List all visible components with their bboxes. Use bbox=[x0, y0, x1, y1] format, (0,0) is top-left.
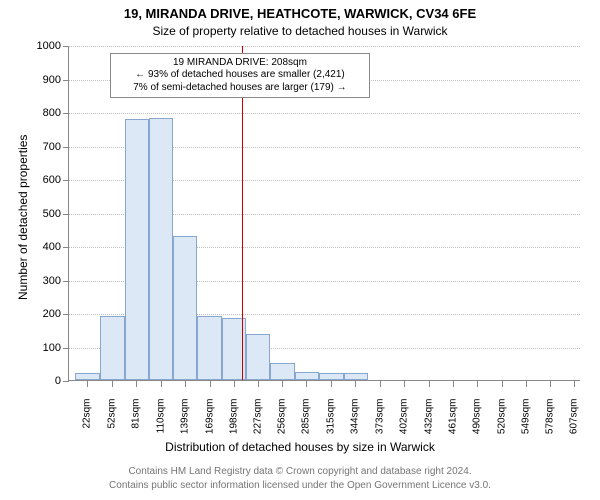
page-title: 19, MIRANDA DRIVE, HEATHCOTE, WARWICK, C… bbox=[0, 6, 600, 21]
footer-line-1: Contains HM Land Registry data © Crown c… bbox=[0, 466, 600, 477]
annotation-box: 19 MIRANDA DRIVE: 208sqm← 93% of detache… bbox=[110, 53, 370, 99]
x-tick bbox=[161, 381, 162, 387]
x-axis-caption: Distribution of detached houses by size … bbox=[0, 440, 600, 454]
gridline bbox=[69, 46, 580, 47]
annotation-line-2: ← 93% of detached houses are smaller (2,… bbox=[117, 69, 363, 82]
x-tick bbox=[234, 381, 235, 387]
y-tick bbox=[63, 247, 69, 248]
chart-plot-area: 0100200300400500600700800900100022sqm52s… bbox=[68, 46, 580, 381]
histogram-bar bbox=[173, 236, 197, 380]
y-tick bbox=[63, 381, 69, 382]
histogram-bar bbox=[75, 373, 100, 380]
histogram-bar bbox=[125, 119, 149, 380]
x-tick bbox=[502, 381, 503, 387]
x-tick bbox=[282, 381, 283, 387]
y-tick-label: 100 bbox=[29, 342, 61, 354]
histogram-bar bbox=[197, 316, 222, 380]
y-tick-label: 0 bbox=[29, 375, 61, 387]
y-tick bbox=[63, 214, 69, 215]
y-tick-label: 600 bbox=[29, 174, 61, 186]
x-tick bbox=[355, 381, 356, 387]
x-tick bbox=[331, 381, 332, 387]
x-tick bbox=[258, 381, 259, 387]
x-tick bbox=[453, 381, 454, 387]
x-tick bbox=[477, 381, 478, 387]
histogram-bar bbox=[319, 373, 344, 380]
y-tick-label: 200 bbox=[29, 308, 61, 320]
x-tick bbox=[185, 381, 186, 387]
x-tick bbox=[380, 381, 381, 387]
y-tick bbox=[63, 80, 69, 81]
y-tick bbox=[63, 281, 69, 282]
histogram-bar bbox=[344, 373, 368, 380]
y-tick bbox=[63, 348, 69, 349]
histogram-bar bbox=[100, 316, 125, 380]
y-tick-label: 900 bbox=[29, 74, 61, 86]
annotation-line-3: 7% of semi-detached houses are larger (1… bbox=[117, 82, 363, 95]
histogram-bar bbox=[246, 334, 270, 380]
x-tick bbox=[429, 381, 430, 387]
footer-line-2: Contains public sector information licen… bbox=[0, 480, 600, 491]
y-tick-label: 300 bbox=[29, 275, 61, 287]
y-tick bbox=[63, 147, 69, 148]
x-tick bbox=[306, 381, 307, 387]
y-tick bbox=[63, 314, 69, 315]
y-tick-label: 1000 bbox=[29, 40, 61, 52]
y-tick-label: 400 bbox=[29, 241, 61, 253]
page-subtitle: Size of property relative to detached ho… bbox=[0, 24, 600, 38]
x-tick bbox=[404, 381, 405, 387]
y-tick bbox=[63, 46, 69, 47]
x-tick bbox=[136, 381, 137, 387]
annotation-line-1: 19 MIRANDA DRIVE: 208sqm bbox=[117, 57, 363, 70]
y-tick-label: 500 bbox=[29, 208, 61, 220]
x-tick bbox=[210, 381, 211, 387]
x-tick bbox=[574, 381, 575, 387]
histogram-bar bbox=[295, 372, 319, 380]
y-axis-label: Number of detached properties bbox=[16, 135, 30, 300]
histogram-bar bbox=[149, 118, 173, 380]
y-tick bbox=[63, 113, 69, 114]
gridline bbox=[69, 113, 580, 114]
y-tick-label: 800 bbox=[29, 107, 61, 119]
y-tick bbox=[63, 180, 69, 181]
x-tick bbox=[526, 381, 527, 387]
histogram-bar bbox=[270, 363, 294, 380]
y-tick-label: 700 bbox=[29, 141, 61, 153]
x-tick bbox=[112, 381, 113, 387]
x-tick bbox=[550, 381, 551, 387]
x-tick bbox=[87, 381, 88, 387]
